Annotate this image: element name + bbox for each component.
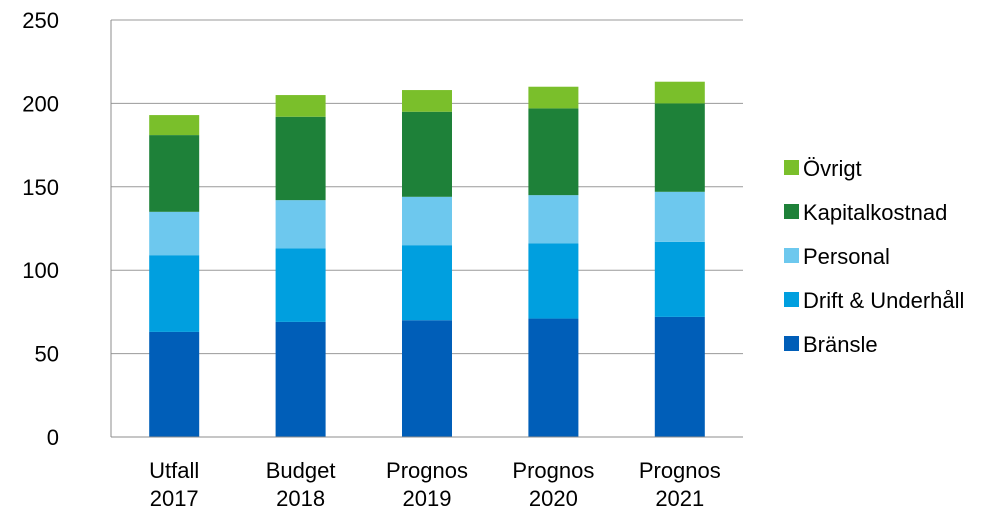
y-tick-label: 250 <box>22 8 59 33</box>
bar-segment <box>149 115 200 136</box>
x-tick-label: 2019 <box>403 486 452 511</box>
bar-segment <box>149 211 200 256</box>
legend-label: Övrigt <box>803 156 862 181</box>
bar-segment <box>149 255 200 332</box>
x-tick-label: Prognos <box>639 458 721 483</box>
x-tick-label: Utfall <box>149 458 199 483</box>
y-tick-label: 50 <box>35 342 59 367</box>
bar-segment <box>528 243 579 319</box>
x-tick-label: Budget <box>266 458 336 483</box>
legend-swatch <box>784 336 799 351</box>
legend-swatch <box>784 248 799 263</box>
bar-segment <box>275 116 326 201</box>
y-tick-label: 150 <box>22 175 59 200</box>
y-tick-label: 200 <box>22 91 59 116</box>
bar-segment <box>275 200 326 249</box>
bar-segment <box>654 241 705 317</box>
bar-segment <box>275 248 326 322</box>
legend-label: Bränsle <box>803 332 878 357</box>
bar-segment <box>402 111 452 197</box>
bar-segment <box>275 95 326 117</box>
legend-swatch <box>784 292 799 307</box>
bar-segment <box>654 103 705 192</box>
legend-label: Kapitalkostnad <box>803 200 947 225</box>
bar-segment <box>402 245 452 321</box>
bar-segment <box>654 81 705 104</box>
y-axis-ticks: 0 50 100 150 200 250 <box>22 8 59 450</box>
bar-segment <box>402 90 452 112</box>
legend: Övrigt Kapitalkostnad Personal Drift & Unde… <box>784 156 964 357</box>
bar-segment <box>528 195 579 244</box>
bar-segment <box>275 321 326 437</box>
x-tick-label: 2021 <box>655 486 704 511</box>
bar-segment <box>654 316 705 437</box>
bars <box>149 81 705 437</box>
legend-swatch <box>784 160 799 175</box>
bar-segment <box>402 196 452 246</box>
bar-segment <box>528 86 579 109</box>
x-tick-label: 2020 <box>529 486 578 511</box>
legend-label: Drift & Underhåll <box>803 288 964 313</box>
bar-segment <box>528 318 579 437</box>
legend-swatch <box>784 204 799 219</box>
y-tick-label: 100 <box>22 258 59 283</box>
bar-segment <box>402 320 452 437</box>
bar-segment <box>149 331 200 437</box>
x-tick-label: 2017 <box>150 486 199 511</box>
bar-segment <box>149 135 200 212</box>
x-tick-label: 2018 <box>276 486 325 511</box>
x-tick-label: Prognos <box>512 458 594 483</box>
bar-segment <box>654 191 705 242</box>
x-tick-label: Prognos <box>386 458 468 483</box>
x-axis-ticks: Utfall 2017 Budget 2018 Prognos 2019 Prognos 20… <box>149 458 721 511</box>
y-tick-label: 0 <box>47 425 59 450</box>
bar-segment <box>528 108 579 196</box>
axes <box>110 20 743 438</box>
legend-label: Personal <box>803 244 890 269</box>
